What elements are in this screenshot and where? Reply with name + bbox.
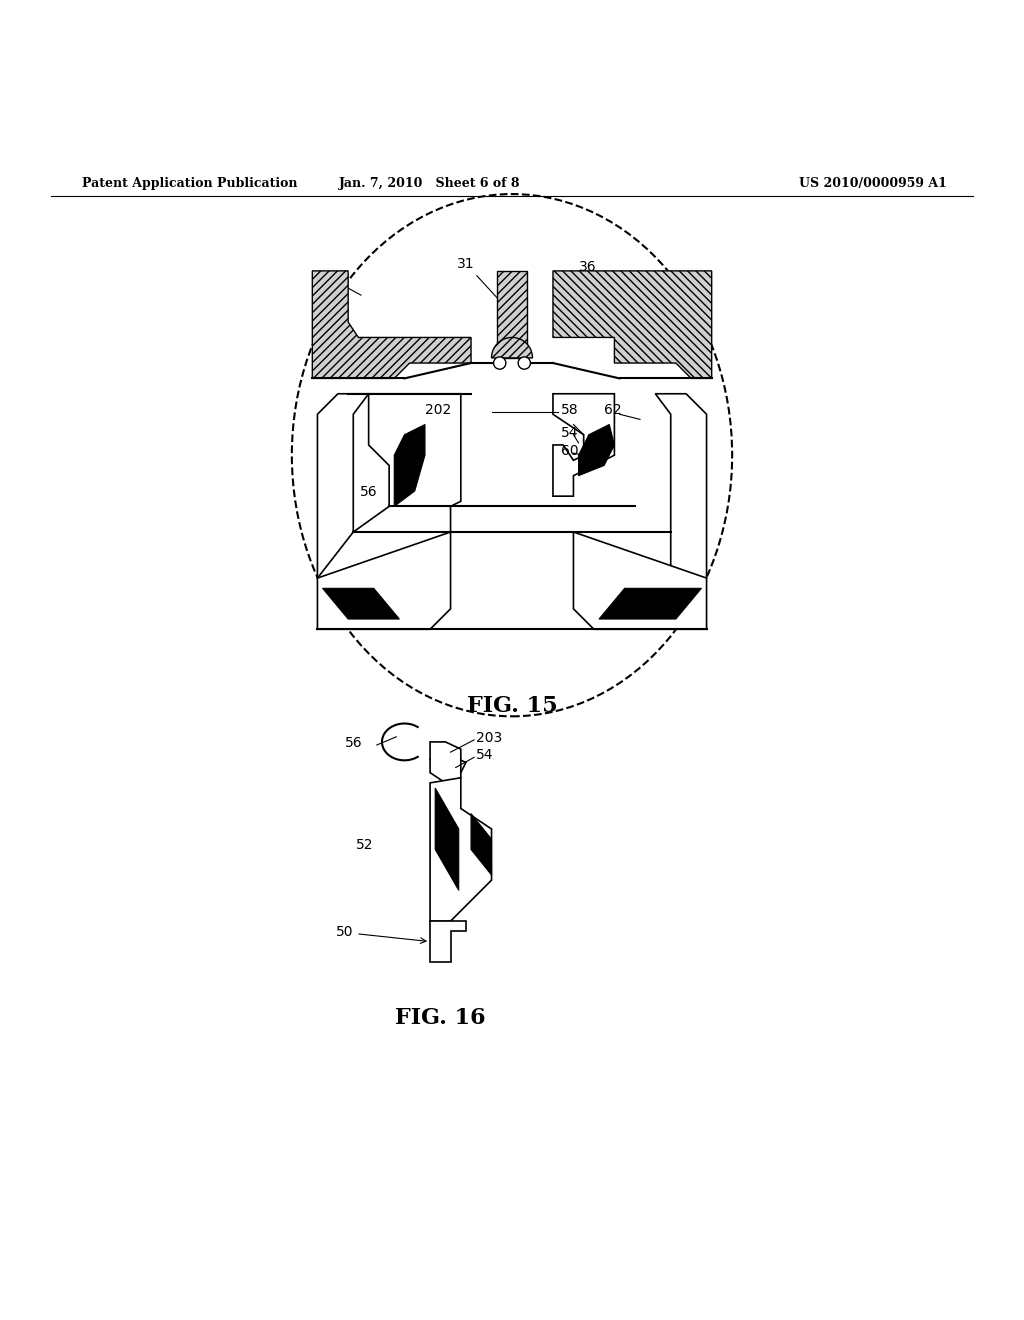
- Text: 60: 60: [561, 445, 579, 458]
- Polygon shape: [573, 532, 707, 630]
- Polygon shape: [317, 393, 369, 578]
- Polygon shape: [430, 742, 461, 783]
- Polygon shape: [317, 532, 451, 630]
- Polygon shape: [312, 271, 471, 379]
- Text: US 2010/0000959 A1: US 2010/0000959 A1: [799, 177, 946, 190]
- Polygon shape: [553, 393, 614, 496]
- Text: 62: 62: [604, 403, 622, 417]
- Text: 54: 54: [561, 426, 579, 440]
- Polygon shape: [553, 271, 712, 379]
- Text: 50: 50: [336, 925, 426, 944]
- Text: 38: 38: [318, 271, 361, 296]
- Polygon shape: [435, 788, 459, 891]
- Text: 52: 52: [356, 838, 374, 853]
- Text: 56: 56: [359, 486, 378, 499]
- Text: Jan. 7, 2010   Sheet 6 of 8: Jan. 7, 2010 Sheet 6 of 8: [339, 177, 521, 190]
- Text: 58: 58: [561, 403, 579, 417]
- Circle shape: [518, 356, 530, 370]
- Text: FIG. 16: FIG. 16: [395, 1007, 485, 1030]
- Text: 54: 54: [476, 748, 494, 763]
- Polygon shape: [471, 813, 492, 875]
- Polygon shape: [655, 393, 707, 578]
- Text: 203: 203: [476, 731, 503, 744]
- Polygon shape: [497, 271, 527, 358]
- Text: Patent Application Publication: Patent Application Publication: [82, 177, 297, 190]
- Text: 202: 202: [425, 403, 452, 417]
- Polygon shape: [323, 589, 399, 619]
- Polygon shape: [430, 921, 466, 962]
- Text: FIG. 15: FIG. 15: [467, 696, 557, 717]
- Polygon shape: [579, 425, 614, 475]
- Text: 36: 36: [565, 260, 596, 294]
- Circle shape: [494, 356, 506, 370]
- Text: 31: 31: [457, 257, 508, 310]
- Polygon shape: [394, 425, 425, 507]
- Polygon shape: [492, 338, 532, 358]
- Polygon shape: [317, 393, 461, 578]
- Polygon shape: [599, 589, 701, 619]
- Text: 56: 56: [344, 737, 362, 750]
- Polygon shape: [430, 748, 466, 772]
- Polygon shape: [430, 777, 492, 921]
